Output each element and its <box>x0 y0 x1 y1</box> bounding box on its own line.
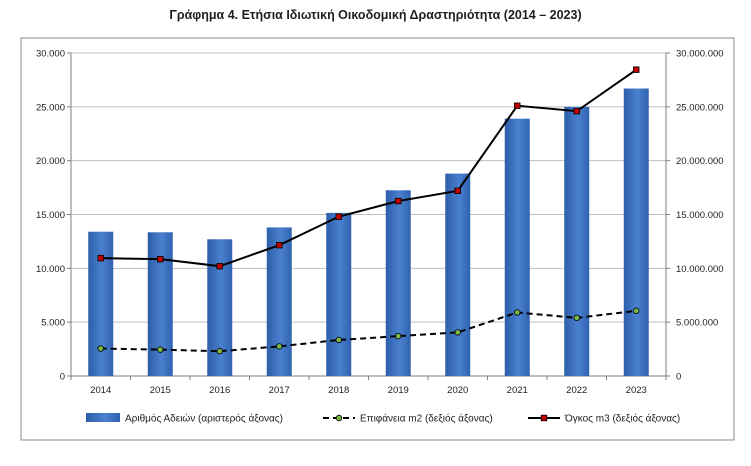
volume-point <box>335 213 342 220</box>
surface-point <box>573 314 580 322</box>
volume-point <box>395 197 402 205</box>
line-series <box>97 66 640 355</box>
surface-point <box>335 336 342 344</box>
y-right-tick-label: 30.000.000 <box>676 49 724 60</box>
volume-point <box>633 66 640 73</box>
y-right-tick-label: 0 <box>676 372 681 383</box>
y-left-tick-label: 15.000 <box>36 210 65 221</box>
bar <box>445 173 471 376</box>
bar <box>564 106 590 376</box>
bar <box>326 212 352 376</box>
y-left-tick-label: 0 <box>60 372 65 383</box>
axes: 0 5.000 10.000 15.000 20.000 25.000 30.000 0 5.0… <box>36 49 724 397</box>
volume-point <box>573 107 580 115</box>
bar-series <box>88 88 649 376</box>
y-left-tick-label: 5.000 <box>41 318 65 329</box>
surface-point <box>216 348 223 355</box>
x-tick-label: 2021 <box>507 385 528 396</box>
y-left-tick-label: 30.000 <box>36 49 65 60</box>
bar <box>88 231 114 376</box>
bar <box>623 88 649 376</box>
y-right-tick-label: 25.000.000 <box>676 102 724 113</box>
volume-point <box>276 241 283 249</box>
y-right-tick-label: 10.000.000 <box>676 264 724 275</box>
x-tick-label: 2015 <box>150 385 171 396</box>
x-tick-label: 2022 <box>566 385 587 396</box>
legend-bar-label: Αριθμός Αδειών (αριστερός άξονας) <box>125 413 283 425</box>
legend: Αριθμός Αδειών (αριστερός άξονας) Επιφάνε… <box>86 413 680 425</box>
y-left-tick-label: 10.000 <box>36 264 65 275</box>
y-right-tick-label: 5.000.000 <box>676 318 718 329</box>
surface-point <box>276 343 283 350</box>
x-tick-label: 2019 <box>388 385 409 396</box>
legend-surface-label: Επιφάνεια m2 (δεξιός άξονας) <box>360 413 493 425</box>
x-tick-label: 2014 <box>90 385 111 396</box>
legend-surface-marker <box>335 414 343 422</box>
surface-point <box>514 309 521 316</box>
chart-frame <box>20 37 735 441</box>
volume-point <box>157 255 164 263</box>
volume-line <box>100 68 637 268</box>
y-right-tick-label: 20.000.000 <box>676 156 724 167</box>
bar <box>147 232 173 376</box>
bar <box>504 118 530 376</box>
surface-point <box>454 329 461 336</box>
legend-volume-marker <box>540 414 548 422</box>
volume-point <box>97 254 104 262</box>
x-tick-label: 2018 <box>328 385 349 396</box>
chart-title: Γράφημα 4. Ετήσια Ιδιωτική Οικοδομική Δρ… <box>169 8 582 22</box>
volume-point <box>454 187 461 195</box>
surface-point <box>633 307 640 315</box>
x-tick-label: 2017 <box>269 385 290 396</box>
volume-point <box>216 262 223 270</box>
bar <box>385 190 411 376</box>
legend-volume-label: Όγκος m3 (δεξιός άξονας) <box>564 413 680 425</box>
x-tick-label: 2020 <box>447 385 468 396</box>
volume-point <box>514 102 521 109</box>
surface-point <box>157 346 164 353</box>
y-left-tick-label: 20.000 <box>36 156 65 167</box>
bar <box>266 227 292 376</box>
y-left-tick-label: 25.000 <box>36 102 65 113</box>
bar <box>207 239 233 376</box>
x-tick-label: 2023 <box>626 385 647 396</box>
legend-bar-swatch <box>86 413 120 422</box>
surface-point <box>395 332 402 340</box>
surface-point <box>97 345 104 352</box>
surface-line <box>100 309 637 353</box>
y-right-tick-label: 15.000.000 <box>676 210 724 221</box>
x-tick-label: 2016 <box>209 385 230 396</box>
